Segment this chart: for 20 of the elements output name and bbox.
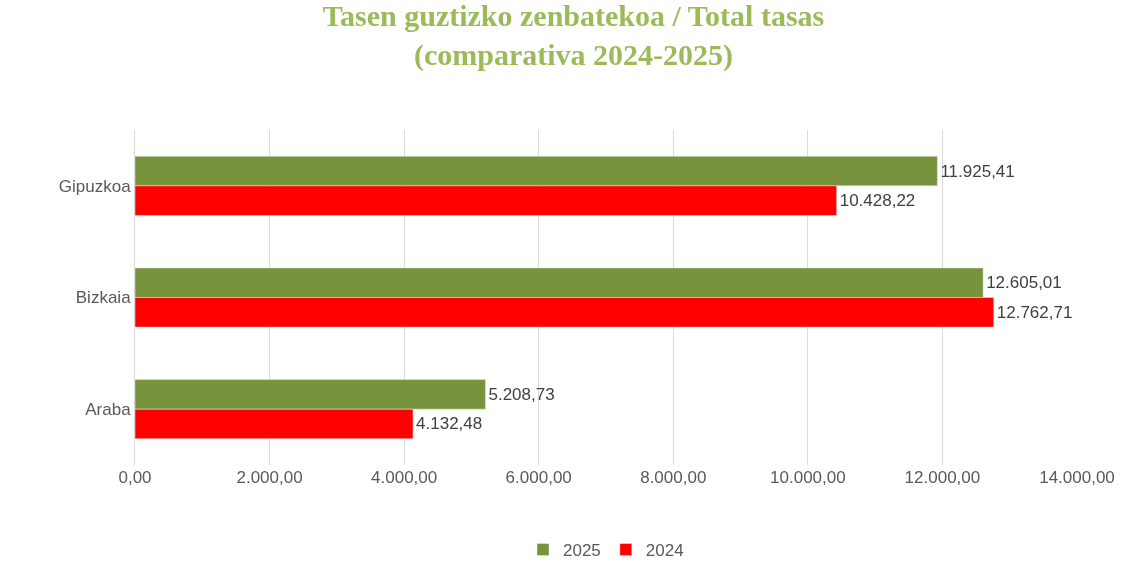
chart-title: Tasen guztizko zenbatekoa / Total tasas (comparativa 2024-2025)	[322, 0, 825, 73]
data-label: 4.132,48	[416, 414, 483, 434]
x-tick-label: 8.000,00	[640, 468, 707, 487]
y-tick-label: Bizkaia	[75, 288, 132, 308]
data-label: 10.428,22	[839, 191, 916, 211]
x-tick-label: 0,00	[118, 468, 152, 487]
data-label: 11.925,41	[940, 161, 1015, 181]
x-tick-label: 14.000,00	[1039, 468, 1115, 487]
y-tick-label: Gipuzkoa	[58, 176, 132, 196]
data-label: 12.762,71	[996, 302, 1073, 322]
x-tick-label: 4.000,00	[371, 468, 438, 487]
x-tick-label: 6.000,00	[505, 468, 572, 487]
legend-label: 2024	[645, 541, 684, 561]
y-tick-label: Araba	[85, 400, 132, 420]
x-tick-label: 12.000,00	[904, 468, 981, 487]
data-label: 12.605,01	[986, 273, 1062, 293]
x-tick-label: 2.000,00	[236, 468, 303, 487]
legend-label: 2025	[563, 541, 601, 561]
data-label: 5.208,73	[488, 384, 555, 404]
x-tick-label: 10.000,00	[770, 468, 846, 487]
